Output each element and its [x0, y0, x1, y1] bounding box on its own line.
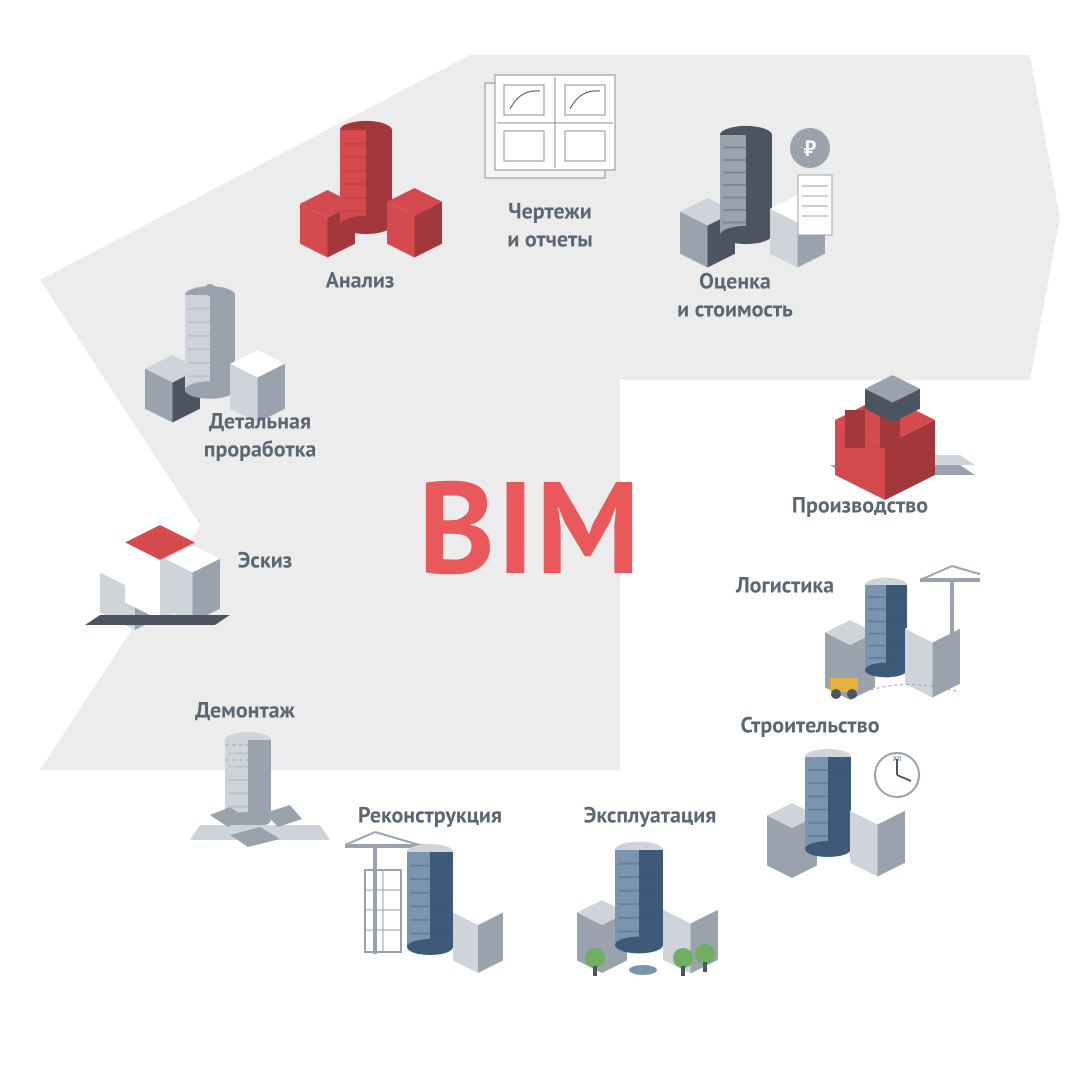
operation-icon: [565, 830, 735, 985]
stage-label: Логистика: [736, 572, 834, 600]
cost-icon: ₽: [670, 120, 840, 275]
stage-label: Реконструкция: [358, 802, 502, 830]
stage-label: Строительство: [740, 712, 879, 740]
stage-label: Чертежи и отчеты: [507, 199, 592, 254]
stage-label: Эскиз: [238, 547, 292, 575]
stage-label: Анализ: [326, 267, 395, 295]
center-title: BIM: [418, 460, 642, 590]
stage-label: Производство: [792, 492, 928, 520]
stage-sketch: Эскиз: [70, 485, 240, 635]
bim-diagram: BIM Эскиз Детальная проработка: [0, 0, 1065, 1080]
stage-label: Детальная проработка: [204, 409, 317, 464]
logistics-icon: [810, 560, 980, 715]
production-icon: [810, 355, 980, 510]
stage-label: Демонтаж: [195, 697, 295, 725]
stage-construction: XII Строительство: [755, 735, 925, 885]
demolition-icon: [170, 715, 340, 870]
svg-text:XII: XII: [893, 754, 901, 763]
stage-production: Производство: [810, 355, 980, 505]
stage-cost: ₽ Оценка и стоимость: [670, 120, 840, 270]
stage-label: Оценка и стоимость: [677, 269, 793, 324]
sketch-icon: [70, 485, 240, 640]
stage-logistics: Логистика: [810, 560, 980, 710]
renovation-icon: [345, 830, 515, 985]
stage-analysis: Анализ: [285, 110, 455, 260]
stage-label: Эксплуатация: [584, 802, 717, 830]
analysis-icon: [285, 110, 455, 265]
stage-detail: Детальная проработка: [130, 275, 300, 425]
stage-drawings: Чертежи и отчеты: [470, 65, 640, 215]
svg-text:₽: ₽: [804, 135, 817, 163]
stage-demolition: Демонтаж: [170, 715, 340, 865]
construction-icon: XII: [755, 735, 925, 890]
arrow-tip: [1030, 55, 1060, 380]
stage-operation: Эксплуатация: [565, 830, 735, 980]
stage-renovation: Реконструкция: [345, 830, 515, 980]
